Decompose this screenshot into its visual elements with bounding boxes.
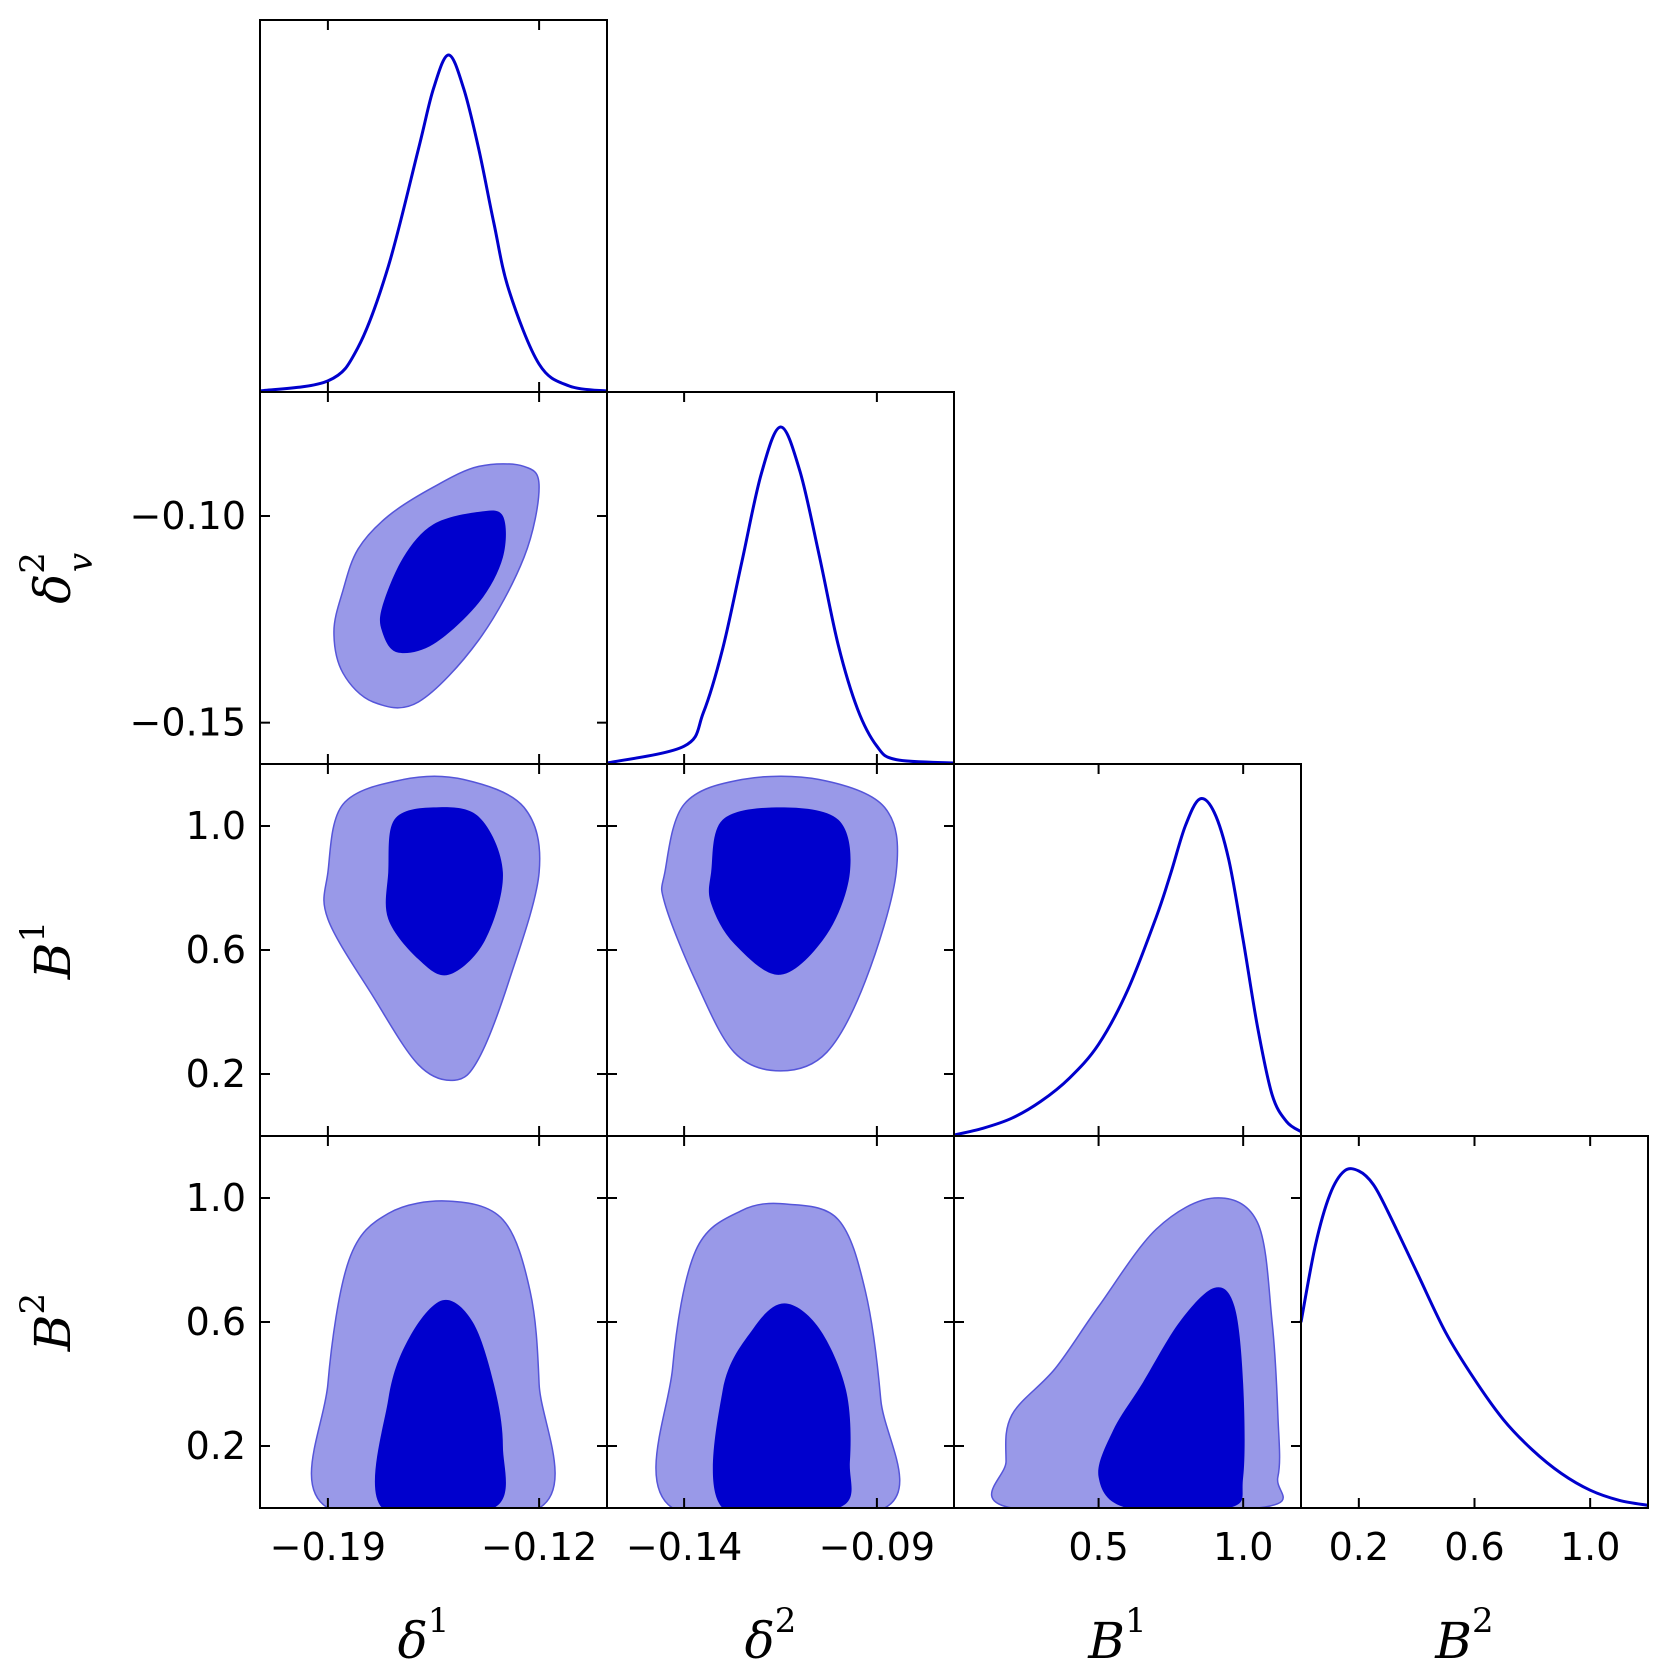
contour-inner-dv2-b2 — [712, 1303, 852, 1508]
y-tick-label-b1: 0.2 — [186, 1052, 246, 1096]
x-axis-label-b2: B2 — [1434, 1601, 1493, 1660]
y-axis-label-b2: B2 — [13, 1293, 82, 1352]
x-tick-label-b1: 1.0 — [1213, 1525, 1273, 1569]
x-axis-label-dv1: δ1v — [398, 1601, 450, 1660]
x-tick-label-dv2: −0.14 — [626, 1525, 742, 1569]
contour-inner-dv1-dv2 — [379, 510, 506, 654]
y-axis-label-dv2: δ2 v — [13, 552, 101, 604]
marginal-curve-b1 — [953, 797, 1302, 1137]
marginal-curve-b2 — [1299, 1167, 1649, 1507]
contour-inner-dv2-b1 — [708, 807, 851, 975]
marginal-curve-dv2 — [606, 425, 955, 765]
y-tick-label-b2: 0.2 — [186, 1424, 246, 1468]
y-tick-label-b2: 0.6 — [186, 1300, 246, 1344]
panel-frame-2-2 — [953, 763, 1302, 1137]
y-tick-label-b2: 1.0 — [186, 1176, 246, 1220]
panel-frame-1-1 — [606, 391, 955, 765]
contour-inner-dv1-b2 — [374, 1299, 506, 1508]
panel-frame-3-3 — [1300, 1135, 1649, 1509]
y-tick-label-dv2: −0.15 — [130, 701, 246, 745]
x-tick-label-b2: 0.6 — [1444, 1525, 1504, 1569]
y-tick-label-b1: 0.6 — [186, 928, 246, 972]
x-axis-label-dv2: δ2v — [745, 1601, 797, 1660]
contour-inner-dv1-b1 — [385, 807, 503, 976]
x-tick-label-b2: 0.2 — [1329, 1525, 1389, 1569]
x-tick-label-b1: 0.5 — [1068, 1525, 1128, 1569]
y-tick-label-dv2: −0.10 — [130, 494, 246, 538]
x-tick-label-dv2: −0.09 — [819, 1525, 935, 1569]
x-axis-label-b1: B1 — [1087, 1601, 1146, 1660]
x-tick-label-b2: 1.0 — [1560, 1525, 1620, 1569]
contour-inner-b1-b2 — [1098, 1287, 1245, 1508]
marginal-curve-dv1 — [259, 53, 608, 393]
panel-frame-0-0 — [259, 19, 608, 393]
x-tick-label-dv1: −0.12 — [481, 1525, 597, 1569]
y-axis-label-b1: B1 — [13, 921, 82, 980]
y-tick-label-b1: 1.0 — [186, 804, 246, 848]
x-tick-label-dv1: −0.19 — [270, 1525, 386, 1569]
